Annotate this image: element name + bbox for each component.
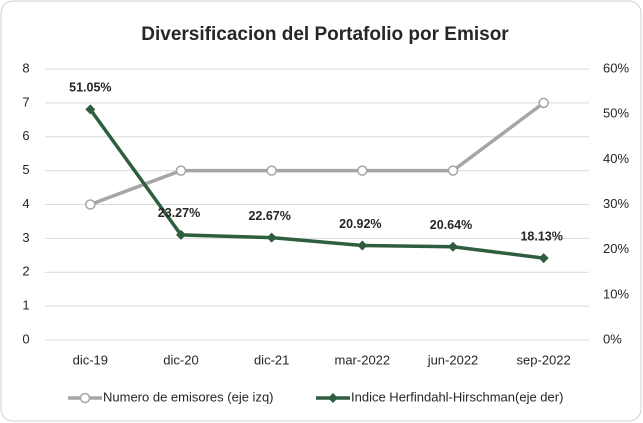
point xyxy=(448,241,458,252)
point xyxy=(538,97,549,109)
data-label: 18.13% xyxy=(520,229,562,243)
point xyxy=(538,253,549,264)
point xyxy=(266,165,277,176)
legend-marker xyxy=(79,392,91,404)
series-line xyxy=(88,108,544,260)
y2-tick-label: 40% xyxy=(603,151,629,166)
y-tick-label: 2 xyxy=(22,264,29,279)
y2-tick-label: 0% xyxy=(603,331,622,346)
series-line xyxy=(89,101,545,207)
data-label: 22.67% xyxy=(248,209,290,223)
chart-title: Diversificacion del Portafolio por Emiso… xyxy=(141,24,509,45)
point xyxy=(85,104,96,115)
data-label: 23.27% xyxy=(158,206,200,220)
y-tick-label: 8 xyxy=(22,60,29,75)
x-tick-label: mar-2022 xyxy=(335,352,391,367)
point xyxy=(357,165,368,176)
y2-tick-label: 60% xyxy=(603,60,629,75)
y-tick-label: 1 xyxy=(22,298,29,313)
y-tick-label: 7 xyxy=(22,94,29,109)
y2-tick-label: 50% xyxy=(603,106,629,121)
y-tick-label: 6 xyxy=(22,128,29,143)
legend-marker xyxy=(328,393,338,403)
y-tick-label: 3 xyxy=(22,230,29,245)
point xyxy=(357,240,368,251)
y-tick-label: 0 xyxy=(22,331,29,346)
data-label: 20.92% xyxy=(339,217,381,231)
point xyxy=(447,165,459,176)
y2-tick-label: 20% xyxy=(603,241,629,256)
y-tick-label: 5 xyxy=(22,162,29,177)
y2-tick-label: 10% xyxy=(603,286,629,301)
point xyxy=(175,165,187,176)
x-tick-label: sep-2022 xyxy=(517,352,571,367)
point xyxy=(266,232,277,243)
x-tick-label: dic-20 xyxy=(163,352,198,367)
y-tick-label: 4 xyxy=(22,196,29,211)
point xyxy=(85,199,96,210)
data-label: 51.05% xyxy=(69,81,111,95)
x-tick-label: dic-19 xyxy=(73,352,108,367)
x-tick-label: jun-2022 xyxy=(427,352,479,367)
point xyxy=(176,229,186,240)
legend-label: Numero de emisores (eje izq) xyxy=(103,389,274,404)
legend-label: Indice Herfindahl-Hirschman(eje der) xyxy=(351,389,563,404)
data-label: 20.64% xyxy=(430,218,472,232)
x-tick-label: dic-21 xyxy=(254,352,289,367)
y2-tick-label: 30% xyxy=(603,196,629,211)
